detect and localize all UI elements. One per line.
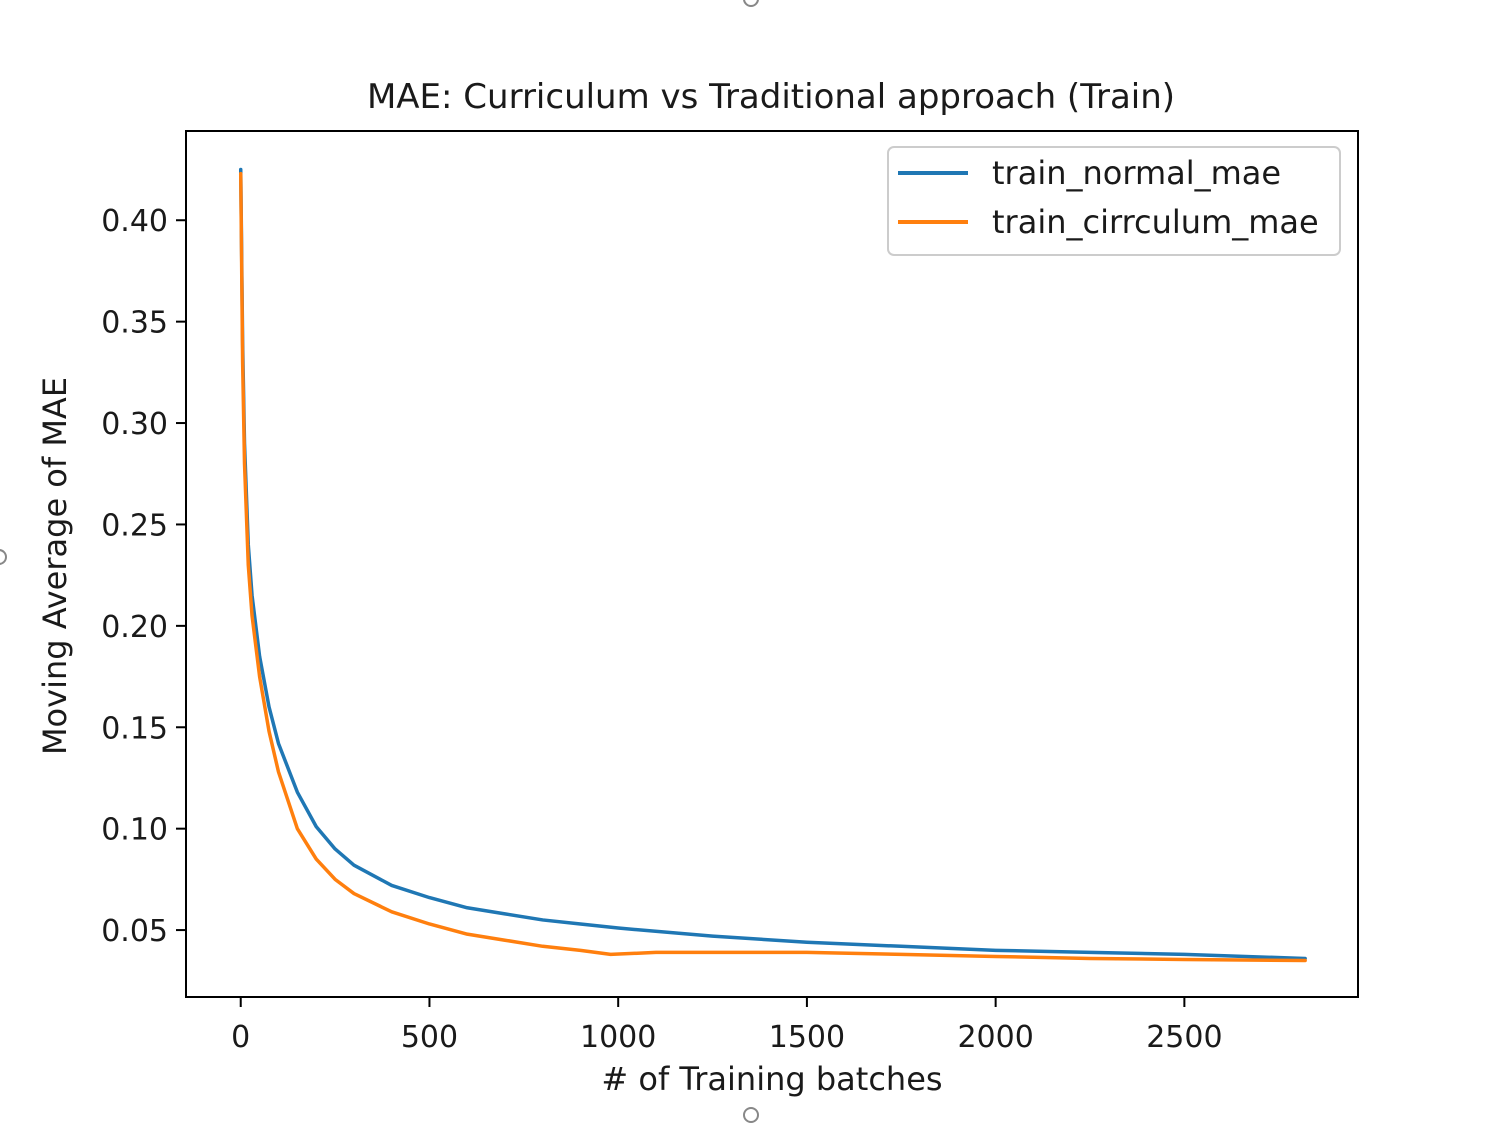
x-tick-label: 500 [401,1020,458,1055]
x-tick-label: 2000 [957,1020,1033,1055]
x-tick-label: 1000 [580,1020,656,1055]
legend: train_normal_mae train_cirrculum_mae [887,146,1341,256]
legend-label-train-normal-mae: train_normal_mae [992,154,1281,192]
series-line-train-cirrculum-mae [238,171,1307,963]
y-tick-label: 0.30 [101,407,168,442]
y-tick-label: 0.05 [101,914,168,949]
legend-box [887,146,1341,256]
y-axis: 0.05 0.10 0.15 0.20 0.25 0.30 0.35 0.40 [101,204,186,949]
series-line-train-normal-mae [238,167,1307,961]
y-tick-label: 0.40 [101,204,168,239]
y-axis-label: Moving Average of MAE [36,377,74,755]
y-tick-label: 0.20 [101,610,168,645]
plot-area: 0 500 1000 1500 2000 2500 0.05 0.10 0.15 0.20 0.2… [101,130,1359,1055]
y-tick-label: 0.10 [101,813,168,848]
y-tick-label: 0.25 [101,508,168,543]
resize-handle-bottom[interactable] [743,1107,759,1123]
y-tick-label: 0.15 [101,711,168,746]
x-tick-label: 2500 [1146,1020,1222,1055]
legend-label-train-cirrculum-mae: train_cirrculum_mae [992,203,1319,241]
x-axis: 0 500 1000 1500 2000 2500 [231,997,1223,1055]
x-tick-label: 1500 [769,1020,845,1055]
series-lines [238,167,1307,963]
plot-frame [185,130,1359,998]
x-tick-label: 0 [231,1020,250,1055]
y-tick-label: 0.35 [101,306,168,341]
chart-title: MAE: Curriculum vs Traditional approach … [367,77,1175,117]
x-axis-label: # of Training batches [601,1060,942,1098]
